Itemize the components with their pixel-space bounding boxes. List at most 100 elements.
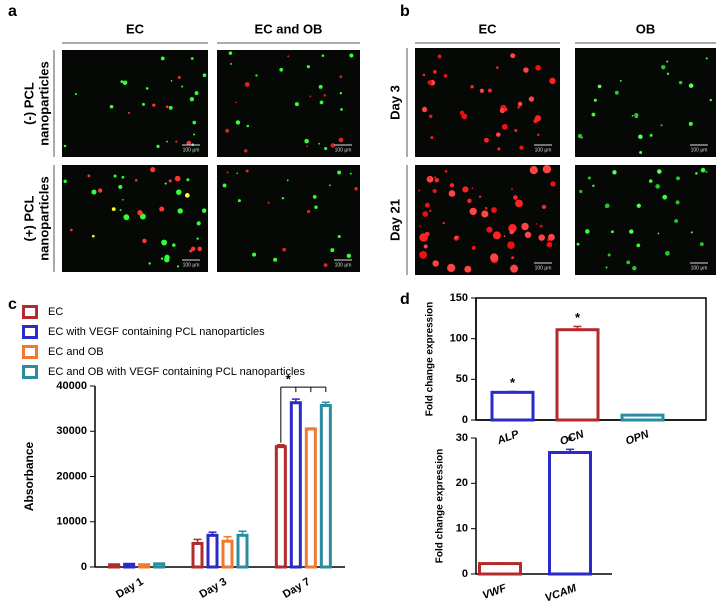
- cell: [577, 133, 583, 139]
- cell: [226, 171, 229, 174]
- cell: [321, 54, 325, 57]
- cell: [486, 226, 493, 233]
- cell: [422, 211, 429, 217]
- cell: [87, 174, 91, 178]
- cell: [604, 203, 610, 209]
- cell: [185, 193, 190, 198]
- cell: [190, 57, 194, 60]
- cell: [662, 194, 668, 200]
- image-background: [575, 165, 716, 275]
- cell: [273, 257, 278, 262]
- row-label: nanoparticles: [36, 61, 51, 146]
- legend-swatch: [22, 325, 38, 339]
- cell: [597, 84, 602, 89]
- bar: [221, 539, 234, 569]
- cell: [196, 237, 199, 240]
- cell: [235, 120, 241, 125]
- significance-mark: *: [510, 375, 516, 390]
- cell: [538, 234, 545, 241]
- legend-label: EC and OB with VEGF containing PCL nanop…: [48, 366, 306, 378]
- cell: [314, 205, 318, 209]
- cell: [337, 234, 341, 239]
- image-background: [575, 48, 716, 157]
- cell: [419, 233, 428, 242]
- cell: [161, 239, 166, 245]
- cell: [657, 232, 660, 235]
- cell: [674, 219, 678, 223]
- cell: [479, 88, 484, 93]
- cell: [638, 134, 643, 140]
- significance-mark: *: [286, 372, 292, 387]
- cell: [181, 85, 184, 88]
- cell: [593, 98, 597, 102]
- y-tick-label: 100: [450, 333, 468, 345]
- cell: [510, 264, 519, 273]
- cell: [481, 210, 489, 218]
- cell: [576, 242, 580, 246]
- cell: [429, 209, 432, 212]
- cell: [666, 72, 670, 76]
- cell: [487, 88, 492, 93]
- bar: [478, 562, 522, 576]
- cell: [611, 230, 614, 234]
- cell: [660, 124, 663, 127]
- cell: [166, 140, 168, 143]
- cell: [306, 145, 309, 147]
- cell: [419, 225, 421, 228]
- cell: [111, 207, 116, 212]
- legend-swatch: [22, 365, 38, 379]
- micrograph: 100 μm: [62, 165, 208, 272]
- cell: [521, 222, 529, 231]
- cell: [339, 75, 343, 79]
- cell: [510, 53, 516, 59]
- cell: [427, 80, 433, 85]
- cell: [186, 140, 192, 146]
- cell: [539, 224, 543, 228]
- cell: [549, 77, 556, 85]
- cell: [175, 140, 178, 143]
- cell: [695, 172, 698, 175]
- cell: [168, 179, 172, 183]
- cell: [349, 172, 352, 175]
- y-tick-label: 0: [81, 561, 87, 573]
- cell: [318, 142, 321, 145]
- cell: [433, 176, 436, 179]
- column-header: EC: [126, 21, 145, 36]
- y-tick-label: 0: [462, 568, 468, 580]
- cell: [666, 60, 669, 63]
- y-tick-label: 40000: [56, 380, 87, 392]
- cell: [323, 263, 328, 268]
- cell: [614, 90, 619, 95]
- micrograph: 100 μm: [415, 164, 560, 275]
- bar: [153, 562, 166, 569]
- row-label: nanoparticles: [36, 176, 51, 261]
- cell: [495, 132, 501, 137]
- cell: [675, 200, 680, 205]
- cell: [165, 105, 169, 109]
- cell: [122, 80, 128, 86]
- cell: [457, 235, 460, 238]
- scale-bar-label: 100 μm: [183, 147, 200, 153]
- cell: [189, 249, 193, 253]
- cell: [467, 198, 472, 203]
- cell: [483, 137, 489, 143]
- cell: [150, 167, 156, 173]
- cell: [246, 124, 250, 128]
- cell: [661, 64, 666, 70]
- cell: [282, 247, 287, 252]
- cell: [421, 106, 428, 113]
- bar: [108, 563, 121, 569]
- cell: [688, 83, 694, 88]
- cell: [705, 57, 708, 60]
- cell: [449, 183, 455, 188]
- cell: [523, 67, 529, 73]
- cell: [537, 133, 540, 137]
- cell: [418, 189, 421, 192]
- cell: [244, 82, 250, 87]
- cell: [515, 199, 523, 208]
- cell: [471, 245, 476, 251]
- significance-mark: *: [575, 310, 581, 325]
- x-tick-label: VWF: [481, 582, 508, 602]
- cell: [448, 190, 456, 197]
- scale-bar-label: 100 μm: [535, 147, 552, 153]
